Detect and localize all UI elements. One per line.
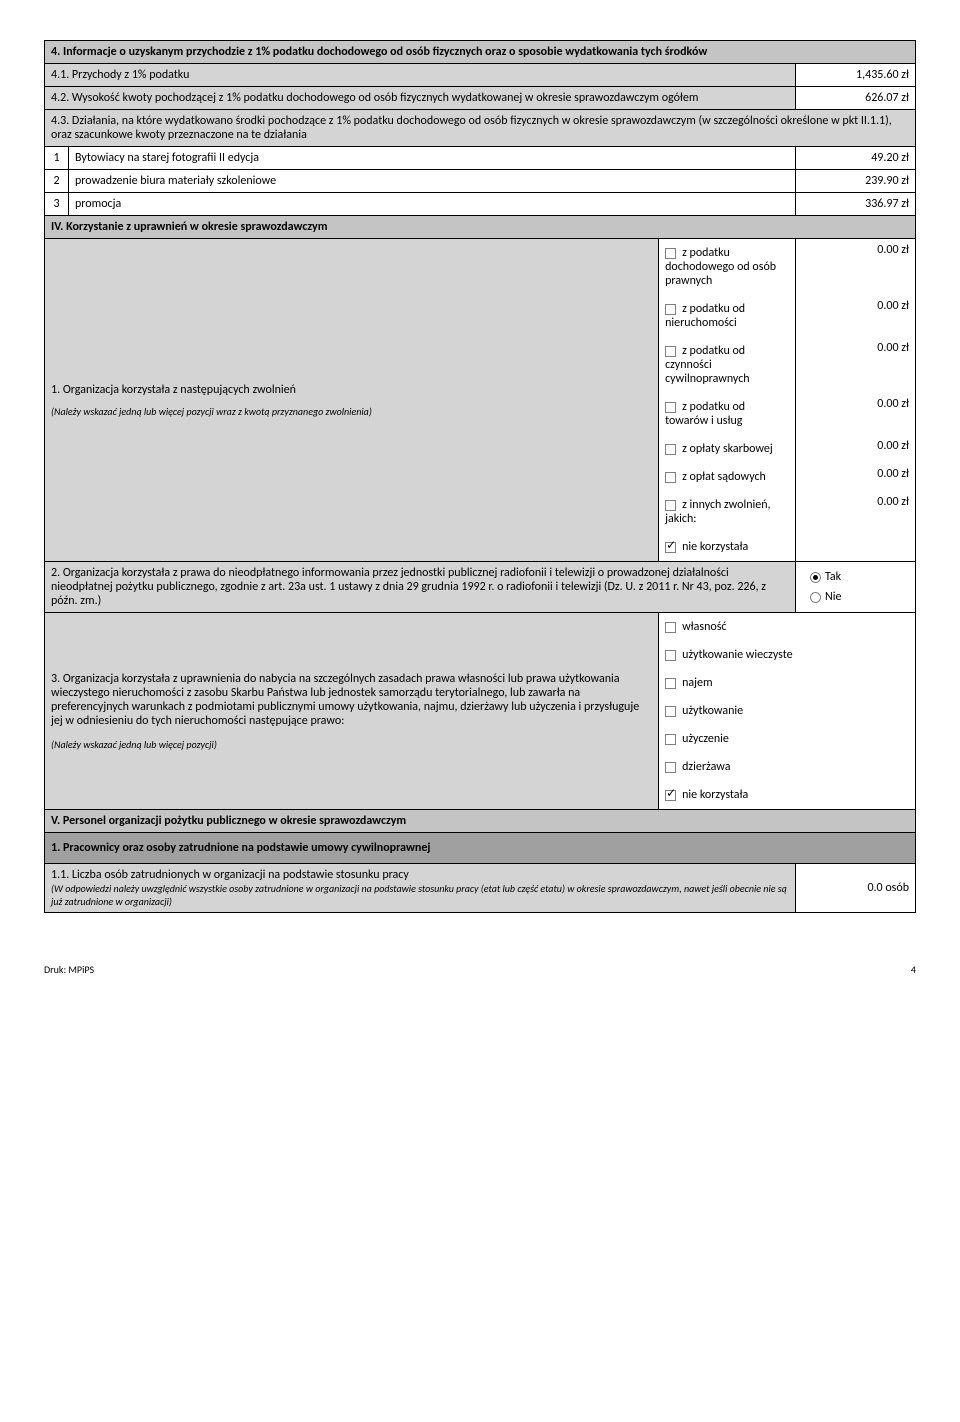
exemption-row: nie korzystała (659, 533, 796, 562)
checkbox-icon[interactable] (665, 346, 676, 357)
sIV-r2-options: Tak Nie (796, 562, 916, 613)
exemption-row: z podatku od czynności cywilnoprawnych (659, 337, 796, 393)
checkbox-icon[interactable] (665, 248, 676, 259)
exemption-row: z podatku od towarów i usług (659, 393, 796, 435)
s4-r2-label: 4.2. Wysokość kwoty pochodzącej z 1% pod… (45, 87, 796, 110)
secV-title: V. Personel organizacji pożytku publiczn… (45, 810, 916, 833)
checkbox-icon[interactable] (665, 650, 676, 661)
exemption-val: 0.00 zł (796, 393, 916, 435)
checkbox-icon[interactable] (665, 500, 676, 511)
s4-action-desc: Bytowiacy na starej fotografii II edycja (69, 147, 796, 170)
exemption-label: z podatku od nieruchomości (665, 302, 745, 330)
s4-action-num: 2 (45, 170, 69, 193)
secV-sub1: 1. Pracownicy oraz osoby zatrudnione na … (45, 833, 916, 864)
checkbox-icon[interactable] (665, 622, 676, 633)
sV-r11-note: (W odpowiedzi należy uwzględnić wszystki… (51, 882, 789, 908)
exemption-val: 0.00 zł (796, 295, 916, 337)
sIV-r3-rights: własność użytkowanie wieczyste najem uży… (659, 613, 916, 810)
exemption-label: z opłat sądowych (682, 470, 766, 484)
footer-left: Druk: MPiPS (44, 963, 94, 976)
s4-action-desc: promocja (69, 193, 796, 216)
secIV-title: IV. Korzystanie z uprawnień w okresie sp… (45, 216, 916, 239)
checkbox-icon[interactable] (665, 304, 676, 315)
radio-nie[interactable] (810, 592, 821, 603)
s4-action-val: 336.97 zł (796, 193, 916, 216)
exemption-val: 0.00 zł (796, 463, 916, 491)
exemption-val: 0.00 zł (796, 337, 916, 393)
sIV-r3-label: 3. Organizacja korzystała z uprawnienia … (51, 672, 652, 728)
checkbox-icon[interactable] (665, 402, 676, 413)
checkbox-icon[interactable] (665, 542, 676, 553)
exemption-row: z podatku od nieruchomości (659, 295, 796, 337)
tak-label: Tak (825, 570, 841, 584)
checkbox-icon[interactable] (665, 762, 676, 773)
exemption-row: z innych zwolnień, jakich: (659, 491, 796, 533)
sIV-r3-note: (Należy wskazać jedną lub więcej pozycji… (51, 738, 652, 751)
right-label: użytkowanie wieczyste (682, 648, 792, 662)
exemption-val: 0.00 zł (796, 435, 916, 463)
nie-korzystala-label: nie korzystała (682, 788, 748, 802)
exemption-val: 0.00 zł (796, 491, 916, 533)
checkbox-icon[interactable] (665, 734, 676, 745)
s4-action-val: 239.90 zł (796, 170, 916, 193)
exemption-row: z podatku dochodowego od osób prawnych (659, 239, 796, 296)
exemption-row: z opłat sądowych (659, 463, 796, 491)
footer-right: 4 (911, 963, 916, 976)
right-label: dzierżawa (682, 760, 730, 774)
exemption-label: z podatku od towarów i usług (665, 400, 745, 428)
s4-r1-label: 4.1. Przychody z 1% podatku (45, 64, 796, 87)
exemption-val: 0.00 zł (796, 239, 916, 296)
s4-r2-val: 626.07 zł (796, 87, 916, 110)
sec4-title: 4. Informacje o uzyskanym przychodzie z … (45, 41, 916, 64)
sIV-r3-cell: 3. Organizacja korzystała z uprawnienia … (45, 613, 659, 810)
right-label: użytkowanie (682, 704, 743, 718)
sIV-r1-label: 1. Organizacja korzystała z następującyc… (51, 383, 652, 397)
sIV-r1-cell: 1. Organizacja korzystała z następującyc… (45, 239, 659, 562)
exemption-label: z innych zwolnień, jakich: (665, 498, 770, 526)
sV-r11-val: 0.0 osób (796, 864, 916, 913)
s4-r3-label: 4.3. Działania, na które wydatkowano śro… (45, 110, 916, 147)
right-label: najem (682, 676, 712, 690)
sIV-r2-label: 2. Organizacja korzystała z prawa do nie… (45, 562, 796, 613)
s4-action-desc: prowadzenie biura materiały szkoleniowe (69, 170, 796, 193)
nie-korzystala-label: nie korzystała (682, 540, 748, 554)
sV-r11-label: 1.1. Liczba osób zatrudnionych w organiz… (51, 868, 789, 882)
s4-r1-val: 1,435.60 zł (796, 64, 916, 87)
exemption-label: z podatku dochodowego od osób prawnych (665, 246, 776, 288)
checkbox-icon[interactable] (665, 790, 676, 801)
exemption-label: z opłaty skarbowej (682, 442, 773, 456)
sV-r11-cell: 1.1. Liczba osób zatrudnionych w organiz… (45, 864, 796, 913)
checkbox-icon[interactable] (665, 472, 676, 483)
s4-action-num: 1 (45, 147, 69, 170)
page-footer: Druk: MPiPS 4 (0, 933, 960, 996)
nie-label: Nie (825, 590, 841, 604)
right-label: własność (682, 620, 726, 634)
checkbox-icon[interactable] (665, 678, 676, 689)
checkbox-icon[interactable] (665, 444, 676, 455)
radio-tak[interactable] (810, 572, 821, 583)
empty-cell (796, 533, 916, 562)
right-label: użyczenie (682, 732, 729, 746)
form-table: 4. Informacje o uzyskanym przychodzie z … (44, 40, 916, 913)
exemption-row: z opłaty skarbowej (659, 435, 796, 463)
checkbox-icon[interactable] (665, 706, 676, 717)
s4-action-num: 3 (45, 193, 69, 216)
exemption-label: z podatku od czynności cywilnoprawnych (665, 344, 750, 386)
s4-action-val: 49.20 zł (796, 147, 916, 170)
sIV-r1-note: (Należy wskazać jedną lub więcej pozycji… (51, 405, 652, 418)
